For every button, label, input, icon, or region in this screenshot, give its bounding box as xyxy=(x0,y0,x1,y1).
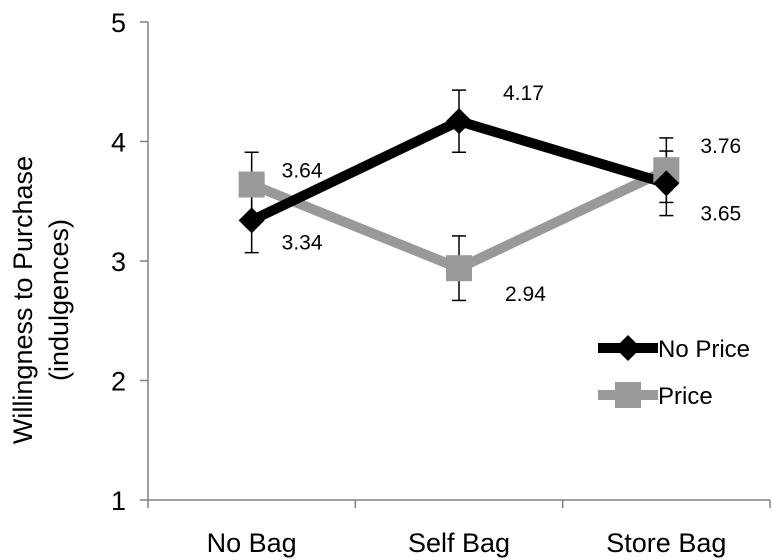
legend-marker xyxy=(615,382,641,408)
data-label: 3.76 xyxy=(700,135,741,158)
data-label: 4.17 xyxy=(503,82,544,105)
legend-label: Price xyxy=(658,383,713,410)
y-tick-label: 5 xyxy=(111,8,126,38)
y-tick-label: 2 xyxy=(111,367,126,397)
y-tick-label: 4 xyxy=(111,128,126,158)
x-tick-label: Self Bag xyxy=(408,528,510,558)
data-label: 3.64 xyxy=(282,160,323,183)
y-tick-label: 3 xyxy=(111,247,126,277)
legend: No Price Price xyxy=(598,335,750,410)
square-marker xyxy=(238,171,265,198)
square-marker xyxy=(446,255,472,282)
y-axis-title-line-1: Willingness to Purchase xyxy=(8,156,38,444)
data-label: 3.65 xyxy=(700,202,741,225)
x-tick-label: Store Bag xyxy=(606,528,726,558)
x-axis-ticks: No Bag Self Bag Store Bag xyxy=(147,500,771,558)
diamond-marker xyxy=(238,207,265,234)
legend-marker xyxy=(615,335,641,361)
y-tick-label: 1 xyxy=(111,486,126,516)
y-axis-title-line-2: (indulgences) xyxy=(44,219,74,381)
legend-label: No Price xyxy=(658,336,750,363)
y-axis-ticks: 1 2 3 4 5 xyxy=(111,8,148,516)
plot-area: 3.34 4.17 3.65 3.64 2.94 3.76 xyxy=(238,82,741,306)
diamond-marker xyxy=(446,108,472,135)
x-tick-label: No Bag xyxy=(207,528,297,558)
data-label: 3.34 xyxy=(282,231,323,254)
data-label: 2.94 xyxy=(505,283,546,306)
diamond-marker xyxy=(653,170,680,197)
